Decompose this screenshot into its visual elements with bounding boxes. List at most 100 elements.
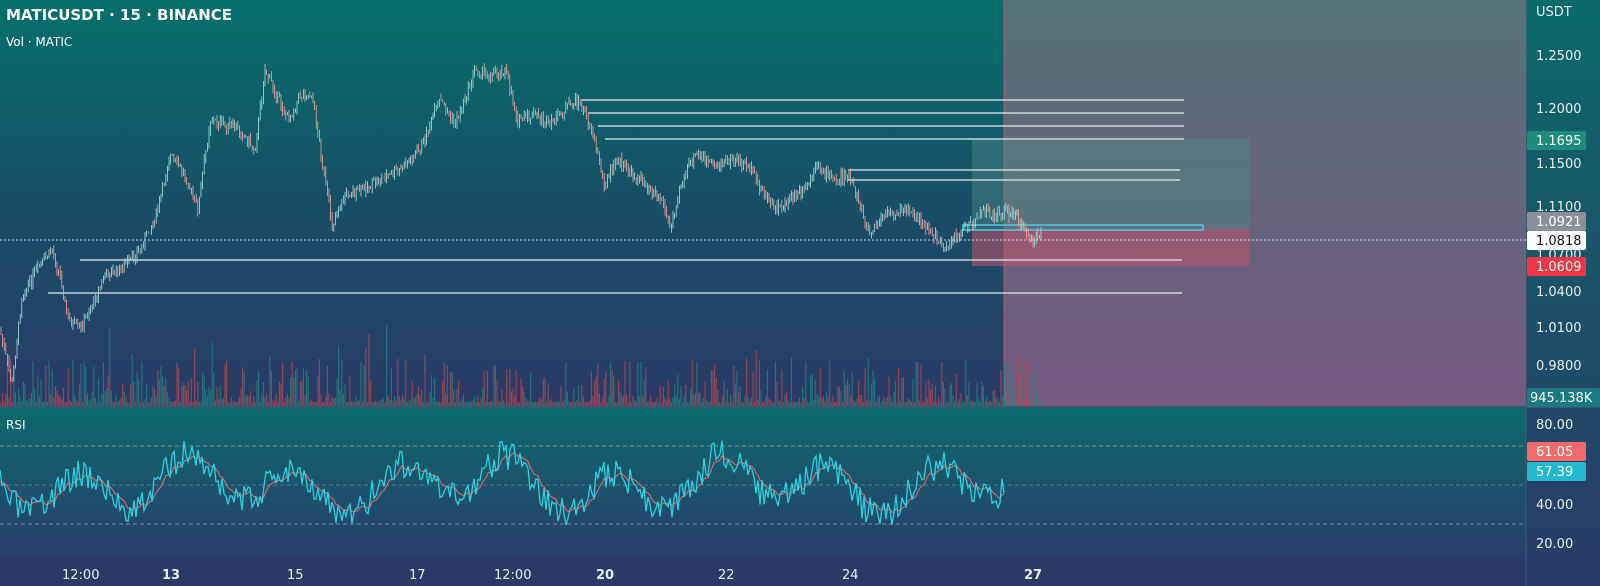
volume-bar	[216, 387, 218, 406]
volume-bar	[891, 401, 893, 406]
volume-bar	[725, 401, 727, 406]
volume-bar	[630, 401, 632, 406]
volume-bar	[32, 361, 34, 406]
volume-bar	[304, 394, 306, 406]
candles[interactable]	[0, 63, 1042, 383]
volume-bar	[771, 401, 773, 406]
rsi-label[interactable]: RSI	[6, 418, 26, 432]
volume-bar	[838, 387, 840, 406]
volume-bar	[694, 392, 696, 406]
volume-bar	[1019, 372, 1021, 406]
volume-bar	[709, 401, 711, 406]
volume-bar	[251, 401, 253, 406]
volume-bar	[829, 360, 831, 406]
rsi-axis[interactable]: 80.00 40.00 20.00 61.05 57.39	[1527, 418, 1586, 552]
time-label: 27	[1024, 568, 1042, 583]
volume-bar	[658, 401, 660, 406]
volume-label[interactable]: Vol · MATIC	[6, 35, 72, 49]
volume-bar	[442, 380, 444, 406]
volume-bar	[766, 369, 768, 406]
volume-bar	[782, 401, 784, 406]
entry-badge	[1527, 212, 1586, 231]
volume-bar	[157, 369, 159, 406]
time-axis[interactable]: 12:00 13 15 17 12:00 20 22 24 27	[62, 568, 1042, 583]
volume-bar	[189, 401, 191, 406]
volume-bar	[579, 402, 581, 406]
volume-bar	[627, 401, 629, 406]
volume-bar	[27, 401, 29, 406]
volume-bar	[136, 372, 138, 406]
volume-bar	[1029, 400, 1031, 406]
volume-bar	[22, 381, 24, 406]
entry-box[interactable]	[962, 224, 1204, 231]
volume-bar	[762, 402, 764, 406]
horizontal-levels[interactable]	[48, 99, 1184, 294]
volume-bar	[450, 371, 452, 406]
volume-bar	[547, 383, 549, 406]
volume-bar	[147, 401, 149, 406]
volume-bar	[203, 376, 205, 406]
volume-bar	[403, 398, 405, 406]
volume-bar	[587, 401, 589, 406]
volume-bar	[645, 367, 647, 406]
volume-bar	[413, 398, 415, 406]
volume-bar	[464, 401, 466, 406]
volume-bar	[504, 401, 506, 406]
volume-bar	[72, 360, 74, 406]
volume-bar	[538, 400, 540, 406]
volume-bar	[258, 371, 260, 406]
volume-bar	[1011, 401, 1013, 406]
volume-bar	[240, 388, 242, 406]
volume-bar	[74, 394, 76, 406]
volume-bar	[118, 400, 120, 406]
volume-bar	[714, 364, 716, 406]
time-label: 12:00	[494, 568, 531, 583]
volume-bar	[112, 401, 114, 406]
volume-bar	[886, 396, 888, 406]
volume-bar	[747, 397, 749, 406]
volume-bar	[362, 401, 364, 406]
volume-bar	[285, 397, 287, 406]
price-badges: 1.1695 1.0921 1.0818 1.0609 945.138K	[1527, 131, 1600, 407]
volume-bar	[246, 394, 248, 406]
volume-bar	[234, 401, 236, 406]
volume-bar	[739, 386, 741, 406]
volume-bar	[427, 401, 429, 406]
volume-bar	[440, 401, 442, 406]
volume-bars	[0, 325, 1042, 406]
volume-bar	[872, 370, 874, 406]
volume-bar	[970, 401, 972, 406]
price-tick: 0.9800	[1536, 359, 1582, 374]
volume-bar	[178, 368, 180, 406]
volume-bar	[110, 390, 112, 406]
volume-bar	[688, 401, 690, 406]
volume-bar	[149, 401, 151, 406]
volume-bar	[819, 368, 821, 406]
volume-bar	[923, 401, 925, 406]
volume-bar	[642, 396, 644, 406]
volume-bar	[856, 398, 858, 406]
volume-bar	[402, 394, 404, 406]
volume-bar	[528, 400, 530, 406]
symbol-title[interactable]: MATICUSDT · 15 · BINANCE	[6, 6, 232, 24]
volume-bar	[344, 384, 346, 406]
volume-bar	[333, 398, 335, 406]
volume-bar	[960, 393, 962, 406]
volume-bar	[467, 401, 469, 406]
volume-bar	[363, 365, 365, 406]
volume-bar	[498, 400, 500, 406]
volume-bar	[141, 361, 143, 406]
volume-bar	[626, 394, 628, 406]
volume-bar	[226, 360, 228, 406]
volume-bar	[493, 364, 495, 406]
volume-bar	[818, 396, 820, 406]
volume-bar	[726, 389, 728, 406]
volume-bar	[677, 374, 679, 406]
volume-bar	[730, 394, 732, 406]
price-axis[interactable]: USDT 1.2500 1.2000 1.1500 1.1100 1.0700 …	[1536, 5, 1582, 374]
volume-bar	[406, 401, 408, 406]
volume-bar	[261, 393, 263, 406]
volume-bar	[778, 400, 780, 406]
volume-bar	[462, 394, 464, 406]
